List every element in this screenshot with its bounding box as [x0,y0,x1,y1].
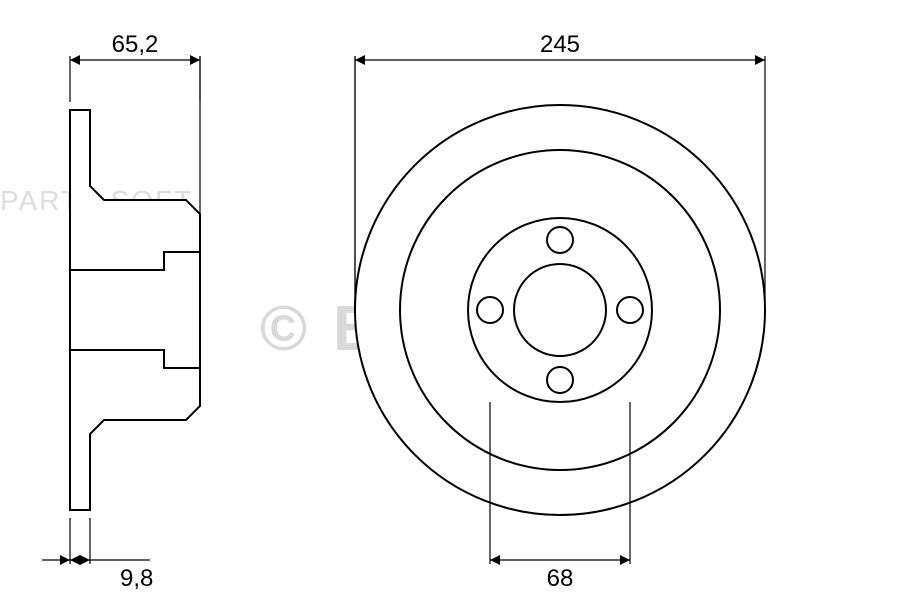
dim-bolt-circle: 68 [547,565,574,592]
bolt-hole [477,297,503,323]
bolt-hole [547,227,573,253]
front-bore-circle [514,264,606,356]
drawing-stage: { "canvas": { "width": 900, "height": 60… [0,0,900,600]
bolt-hole [547,367,573,393]
dim-side-width: 65,2 [112,31,159,58]
technical-drawing-svg: PARTS SOFT© BOSCH65,29,824568 [0,0,900,600]
dim-outer-diameter: 245 [540,31,580,58]
dim-disc-thickness: 9,8 [120,565,153,592]
side-view-outline [70,110,200,510]
bolt-hole [617,297,643,323]
